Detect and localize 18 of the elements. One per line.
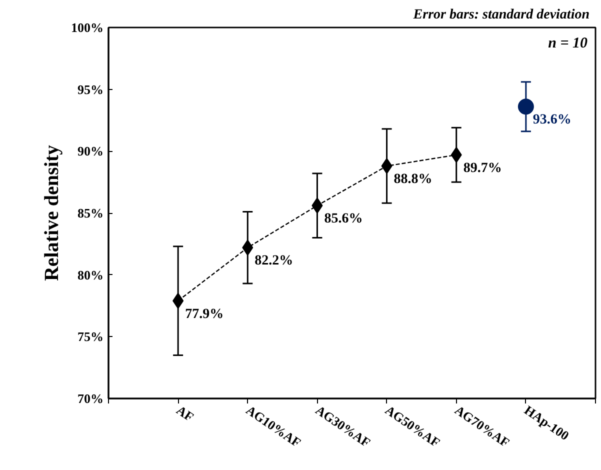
y-tick-label: 75% <box>78 329 104 344</box>
annotation: n = 10 <box>548 36 588 52</box>
y-axis-title: Relative density <box>41 144 63 282</box>
data-label: 85.6% <box>324 212 363 227</box>
data-label: 88.8% <box>394 172 432 188</box>
data-label: 89.7% <box>463 160 502 176</box>
y-tick-label: 90% <box>78 144 104 159</box>
x-tick-label: AF <box>174 402 197 424</box>
y-tick-label: 80% <box>78 267 104 282</box>
y-tick-label: 95% <box>78 82 104 97</box>
data-label: 82.2% <box>254 254 294 269</box>
data-label: 93.6% <box>532 112 572 128</box>
y-tick-label: 100% <box>71 20 104 35</box>
point <box>518 98 534 115</box>
data-label: 77.9% <box>185 306 224 322</box>
text: Error bars: standard deviation <box>412 8 590 22</box>
y-tick-label: 70% <box>78 391 104 406</box>
y-tick-label: 85% <box>78 206 104 220</box>
